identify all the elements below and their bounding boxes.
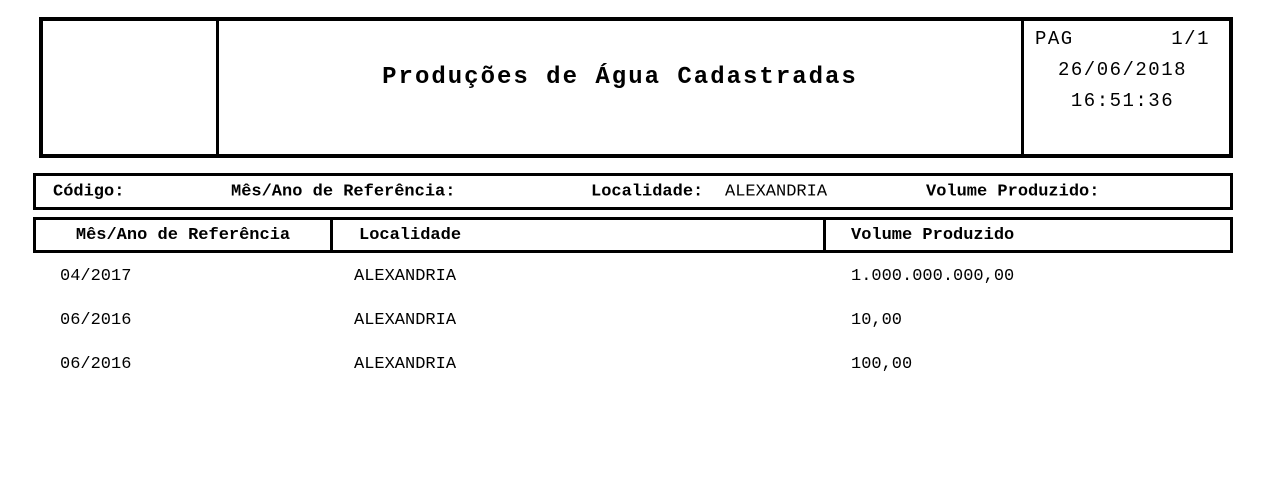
column-header-volume: Volume Produzido: [851, 225, 1015, 245]
page-label: PAG: [1035, 28, 1074, 50]
page-title: Produções de Água Cadastradas: [382, 64, 858, 91]
filter-mes-ano-label: Mês/Ano de Referência:: [231, 182, 456, 201]
report-header: Produções de Água Cadastradas PAG 1/1 26…: [39, 17, 1233, 158]
cell-volume: 100,00: [851, 355, 913, 374]
page-number-line: PAG 1/1: [1035, 24, 1210, 55]
filter-localidade-value: ALEXANDRIA: [725, 182, 828, 201]
page-number: 1/1: [1171, 28, 1210, 50]
filter-codigo-label: Código:: [53, 182, 125, 201]
table-row: 04/2017 ALEXANDRIA 1.000.000.000,00: [33, 266, 1233, 288]
page-info-box: PAG 1/1 26/06/2018 16:51:36: [1024, 21, 1229, 154]
table-header-row: Mês/Ano de Referência Localidade Volume …: [33, 217, 1233, 253]
cell-mes-ano: 06/2016: [60, 355, 132, 374]
cell-localidade: ALEXANDRIA: [354, 355, 457, 374]
cell-mes-ano: 06/2016: [60, 311, 132, 330]
logo-placeholder-box: [43, 21, 219, 154]
cell-volume: 10,00: [851, 311, 903, 330]
report-time: 16:51:36: [1070, 90, 1175, 112]
cell-mes-ano: 04/2017: [60, 267, 132, 286]
column-header-mes-ano: Mês/Ano de Referência: [36, 220, 333, 250]
report-date: 26/06/2018: [1057, 59, 1188, 81]
filter-bar: Código: Mês/Ano de Referência: Localidad…: [33, 173, 1233, 210]
table-row: 06/2016 ALEXANDRIA 10,00: [33, 310, 1233, 332]
title-cell: Produções de Água Cadastradas: [219, 21, 1024, 154]
cell-localidade: ALEXANDRIA: [354, 311, 457, 330]
table-row: 06/2016 ALEXANDRIA 100,00: [33, 354, 1233, 376]
cell-localidade: ALEXANDRIA: [354, 267, 457, 286]
filter-localidade-label: Localidade:: [591, 182, 704, 201]
column-header-localidade: Localidade: [333, 220, 826, 250]
cell-volume: 1.000.000.000,00: [851, 267, 1015, 286]
filter-volume-label: Volume Produzido:: [926, 182, 1100, 201]
